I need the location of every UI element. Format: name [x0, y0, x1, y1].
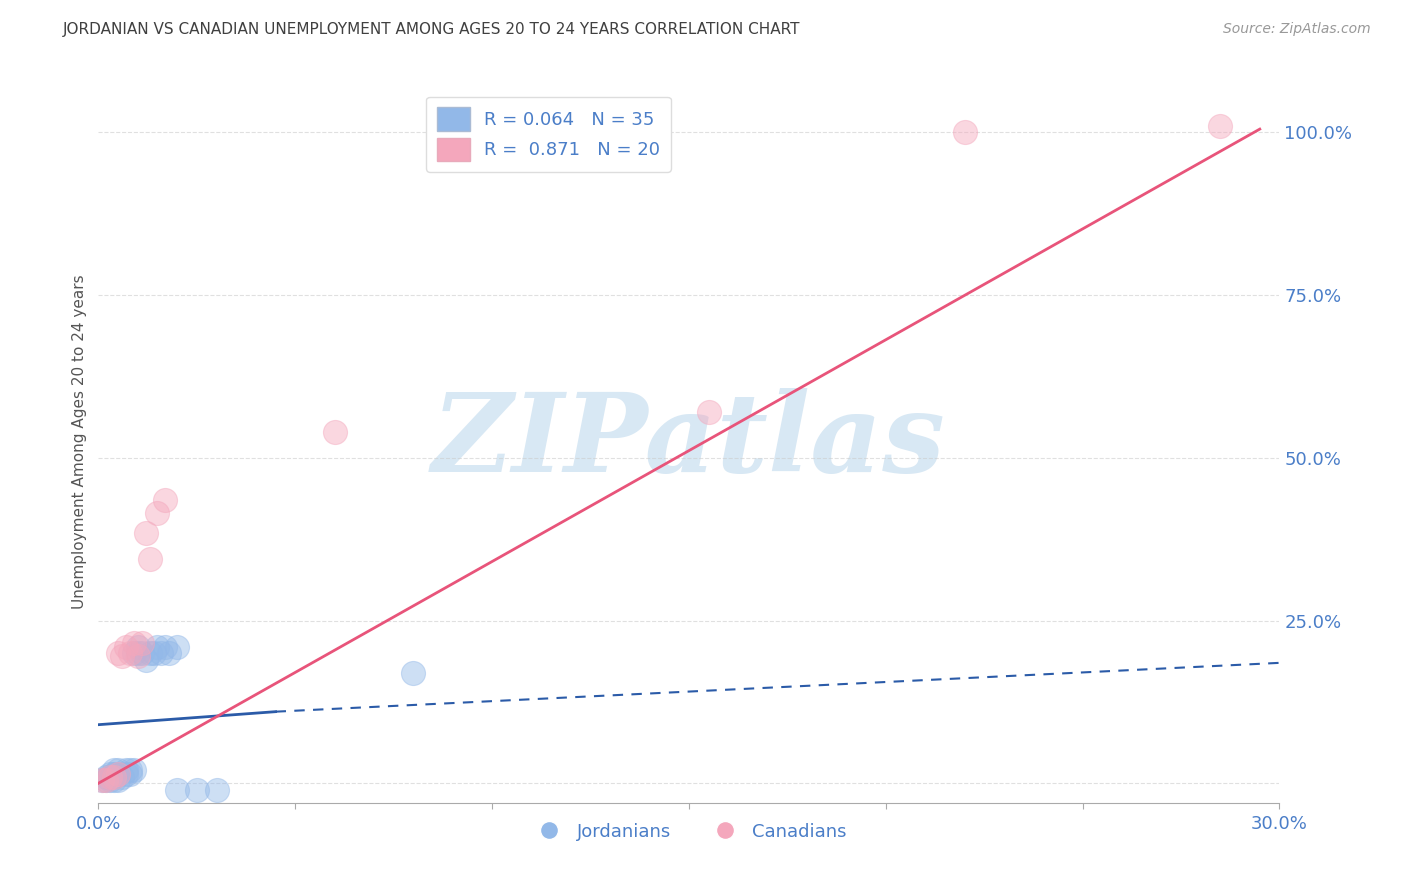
Point [115, 640, 138, 654]
Text: JORDANIAN VS CANADIAN UNEMPLOYMENT AMONG AGES 20 TO 24 YEARS CORRELATION CHART: JORDANIAN VS CANADIAN UNEMPLOYMENT AMONG… [63, 22, 801, 37]
Point [107, 772, 129, 787]
Point [953, 125, 976, 139]
Point [138, 551, 160, 566]
Point [122, 646, 145, 660]
Point [103, 770, 125, 784]
Point [115, 764, 138, 778]
Point [155, 493, 177, 508]
Point [103, 766, 125, 780]
Point [146, 506, 169, 520]
Point [323, 425, 346, 439]
Point [122, 636, 145, 650]
Point [111, 649, 134, 664]
Point [118, 646, 141, 660]
Point [205, 782, 228, 797]
Point [98, 772, 121, 787]
Point [118, 764, 141, 778]
Point [135, 525, 157, 540]
Point [96, 772, 118, 787]
Point [98, 770, 121, 784]
Point [166, 640, 188, 654]
Point [150, 646, 173, 660]
Point [127, 649, 149, 664]
Point [115, 766, 138, 780]
Point [122, 764, 145, 778]
Point [131, 636, 153, 650]
Point [131, 646, 153, 660]
Point [127, 646, 149, 660]
Point [91, 772, 114, 787]
Point [697, 405, 720, 419]
Point [103, 770, 125, 784]
Point [138, 646, 160, 660]
Point [98, 766, 121, 780]
Point [155, 640, 177, 654]
Point [135, 652, 157, 666]
Text: Source: ZipAtlas.com: Source: ZipAtlas.com [1223, 22, 1371, 37]
Legend: Jordanians, Canadians: Jordanians, Canadians [524, 815, 853, 848]
Y-axis label: Unemployment Among Ages 20 to 24 years: Unemployment Among Ages 20 to 24 years [72, 274, 87, 609]
Point [107, 766, 129, 780]
Point [111, 770, 134, 784]
Point [146, 640, 169, 654]
Point [118, 766, 141, 780]
Point [96, 770, 118, 784]
Text: ZIPatlas: ZIPatlas [432, 388, 946, 495]
Point [107, 764, 129, 778]
Point [157, 646, 180, 660]
Point [186, 782, 208, 797]
Point [96, 772, 118, 787]
Point [127, 640, 149, 654]
Point [107, 646, 129, 660]
Point [91, 772, 114, 787]
Point [1209, 119, 1232, 133]
Point [107, 766, 129, 780]
Point [402, 665, 425, 680]
Point [103, 772, 125, 787]
Point [103, 764, 125, 778]
Point [98, 770, 121, 784]
Point [142, 646, 165, 660]
Point [166, 782, 188, 797]
